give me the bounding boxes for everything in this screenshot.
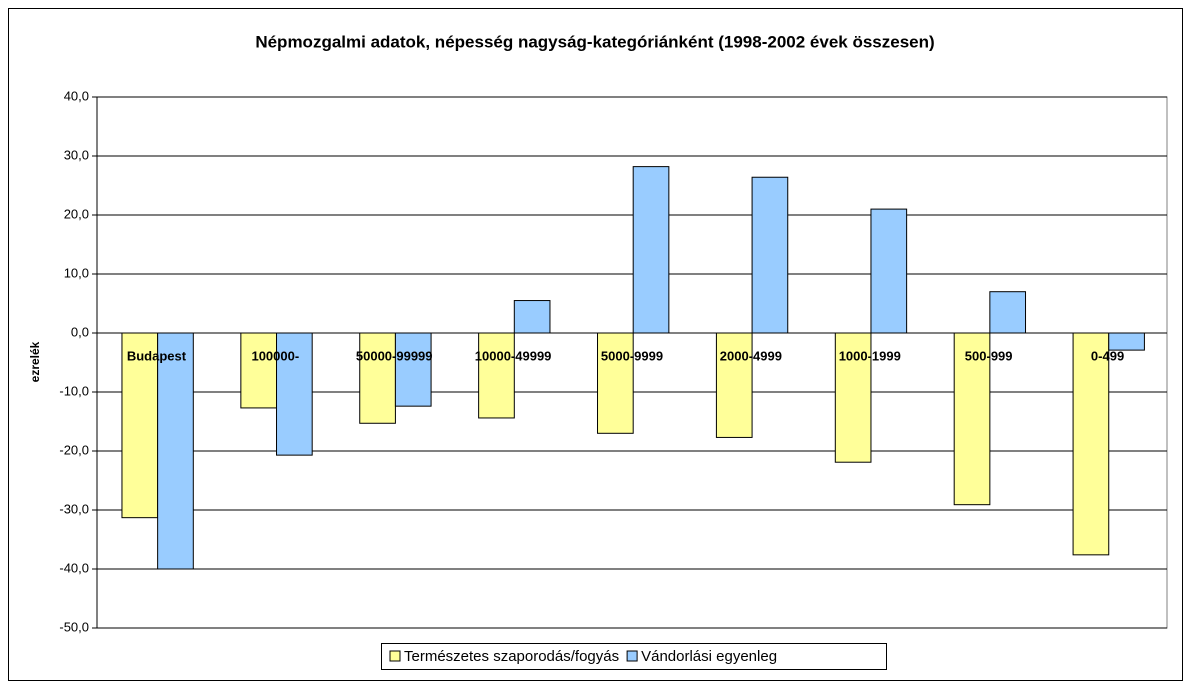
bar	[359, 332, 396, 424]
y-axis-label: ezrelék	[28, 341, 42, 382]
x-tick-label: 1000-1999	[839, 348, 901, 363]
bar	[394, 332, 432, 407]
bar	[1108, 332, 1145, 351]
bar	[751, 176, 789, 334]
bar	[870, 208, 908, 334]
legend-label: Vándorlási egyenleg	[641, 648, 777, 665]
bar	[953, 332, 991, 506]
y-tick-label: -10,0	[59, 383, 89, 398]
legend-label: Természetes szaporodás/fogyás	[404, 648, 619, 665]
bar	[632, 166, 670, 334]
bar	[240, 332, 278, 409]
x-tick-label: 500-999	[965, 348, 1013, 363]
y-tick-label: -30,0	[59, 501, 89, 516]
y-tick-label: -20,0	[59, 442, 89, 457]
legend-swatch	[626, 650, 638, 662]
y-tick-label: 20,0	[64, 206, 89, 221]
bar	[989, 291, 1027, 334]
bar	[276, 332, 313, 456]
x-tick-label: 0-499	[1091, 348, 1124, 363]
bar	[715, 332, 753, 438]
y-tick-label: 0,0	[71, 324, 89, 339]
bar	[513, 300, 551, 334]
x-tick-label: Budapest	[127, 348, 187, 363]
bar	[121, 332, 159, 519]
bar	[834, 332, 872, 463]
x-tick-label: 100000-	[251, 348, 299, 363]
bar	[597, 332, 634, 434]
x-tick-label: 10000-49999	[475, 348, 552, 363]
legend-swatch	[389, 650, 401, 662]
bar	[157, 332, 194, 570]
bar	[1072, 332, 1110, 556]
y-tick-label: 40,0	[64, 88, 89, 103]
bar	[478, 332, 515, 419]
y-tick-label: 10,0	[64, 265, 89, 280]
x-tick-label: 2000-4999	[720, 348, 782, 363]
x-tick-label: 5000-9999	[601, 348, 663, 363]
y-tick-label: -40,0	[59, 560, 89, 575]
y-tick-label: 30,0	[64, 147, 89, 162]
x-tick-label: 50000-99999	[356, 348, 433, 363]
chart-title: Népmozgalmi adatok, népesség nagyság-kat…	[255, 32, 934, 51]
y-tick-label: -50,0	[59, 619, 89, 634]
